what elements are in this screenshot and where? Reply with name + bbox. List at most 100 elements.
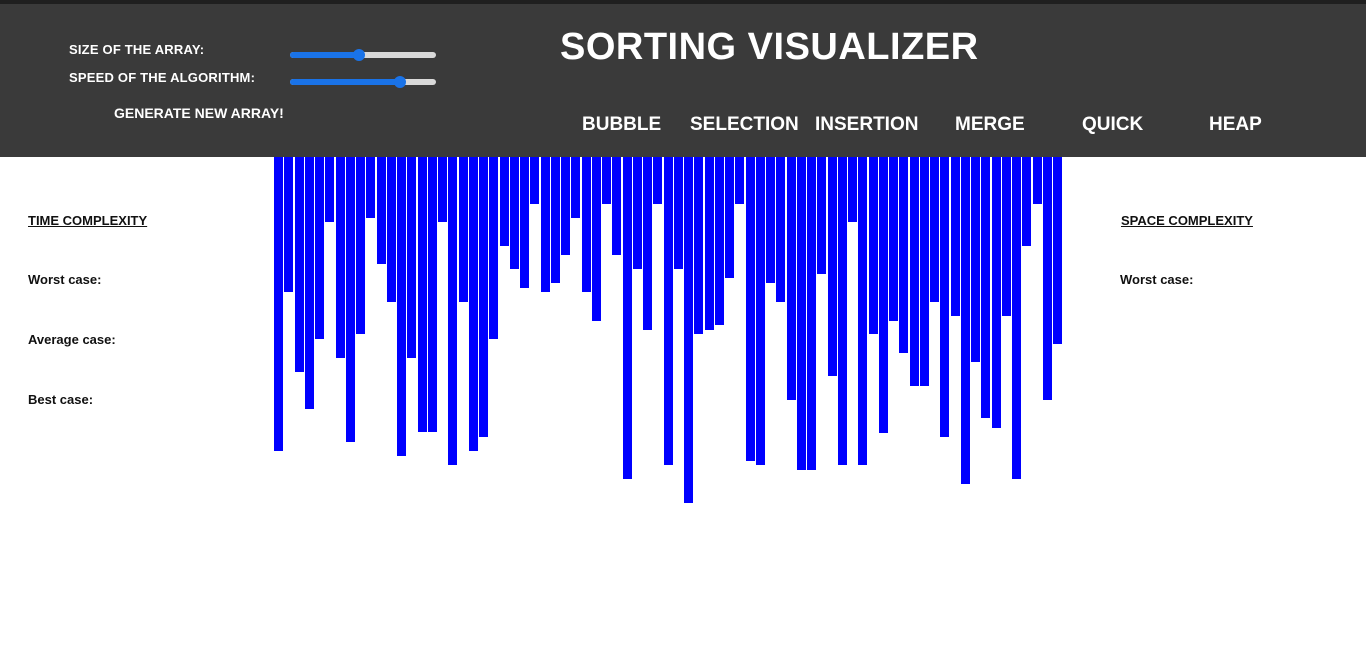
- array-bar: [838, 157, 847, 465]
- space-worst-case: Worst case:: [1120, 272, 1194, 287]
- array-bar: [582, 157, 591, 292]
- array-bar: [592, 157, 601, 321]
- array-bar: [766, 157, 775, 283]
- array-bar: [940, 157, 949, 437]
- time-best-case: Best case:: [28, 392, 94, 407]
- selection-sort-button[interactable]: SELECTION: [690, 114, 799, 135]
- array-bar: [571, 157, 580, 218]
- array-bar: [1043, 157, 1052, 400]
- array-bar: [346, 157, 355, 442]
- array-bar: [1053, 157, 1062, 344]
- array-bar: [500, 157, 509, 246]
- insertion-sort-button[interactable]: INSERTION: [815, 114, 919, 135]
- generate-array-button[interactable]: GENERATE NEW ARRAY!: [114, 105, 284, 121]
- array-bars-container: [0, 157, 1366, 557]
- array-bar: [889, 157, 898, 321]
- array-bar: [961, 157, 970, 484]
- array-bar: [869, 157, 878, 334]
- array-bar: [623, 157, 632, 479]
- array-bar: [459, 157, 468, 302]
- array-bar: [387, 157, 396, 302]
- array-bar: [325, 157, 334, 222]
- array-bar: [910, 157, 919, 386]
- array-bar: [551, 157, 560, 283]
- array-bar: [541, 157, 550, 292]
- array-bar: [284, 157, 293, 292]
- speed-slider[interactable]: [290, 76, 436, 88]
- time-worst-case: Worst case:: [28, 272, 102, 287]
- array-bar: [817, 157, 826, 274]
- array-bar: [735, 157, 744, 204]
- array-bar: [448, 157, 457, 465]
- array-bar: [397, 157, 406, 456]
- array-bar: [725, 157, 734, 278]
- array-bar: [438, 157, 447, 222]
- array-bar: [674, 157, 683, 269]
- array-bar: [797, 157, 806, 470]
- array-bar: [428, 157, 437, 432]
- array-bar: [530, 157, 539, 204]
- array-bar: [705, 157, 714, 330]
- array-bar: [776, 157, 785, 302]
- array-bar: [295, 157, 304, 372]
- array-bar: [1012, 157, 1021, 479]
- array-bar: [746, 157, 755, 461]
- array-bar: [694, 157, 703, 334]
- array-bar: [828, 157, 837, 376]
- array-bar: [1002, 157, 1011, 316]
- array-bar: [1033, 157, 1042, 204]
- array-bar: [879, 157, 888, 433]
- array-bar: [633, 157, 642, 269]
- array-bar: [664, 157, 673, 465]
- size-slider-fill: [290, 52, 359, 58]
- array-bar: [858, 157, 867, 465]
- merge-sort-button[interactable]: MERGE: [955, 114, 1025, 135]
- heap-sort-button[interactable]: HEAP: [1209, 114, 1262, 135]
- array-bar: [274, 157, 283, 451]
- size-slider[interactable]: [290, 49, 436, 61]
- speed-slider-handle[interactable]: [394, 76, 406, 88]
- array-bar: [653, 157, 662, 204]
- array-bar: [377, 157, 386, 264]
- size-slider-handle[interactable]: [353, 49, 365, 61]
- speed-label: SPEED OF THE ALGORITHM:: [69, 70, 256, 85]
- array-bar: [992, 157, 1001, 428]
- array-bar: [602, 157, 611, 204]
- array-bar: [510, 157, 519, 269]
- array-bar: [336, 157, 345, 358]
- app-title: SORTING VISUALIZER: [560, 26, 979, 68]
- array-bar: [981, 157, 990, 418]
- array-bar: [787, 157, 796, 400]
- window-top-border: [0, 0, 1366, 4]
- header-bar: SIZE OF THE ARRAY: SPEED OF THE ALGORITH…: [0, 4, 1366, 157]
- array-bar: [1022, 157, 1031, 246]
- array-bar: [366, 157, 375, 218]
- array-bar: [684, 157, 693, 503]
- array-bar: [951, 157, 960, 316]
- array-bar: [756, 157, 765, 465]
- time-complexity-heading: TIME COMPLEXITY: [28, 213, 148, 228]
- speed-slider-fill: [290, 79, 400, 85]
- array-bar: [920, 157, 929, 386]
- array-bar: [418, 157, 427, 432]
- array-bar: [520, 157, 529, 288]
- array-bar: [612, 157, 621, 255]
- array-bar: [479, 157, 488, 437]
- array-bar: [356, 157, 365, 334]
- array-bar: [489, 157, 498, 339]
- array-bar: [407, 157, 416, 358]
- quick-sort-button[interactable]: QUICK: [1082, 114, 1144, 135]
- bubble-sort-button[interactable]: BUBBLE: [582, 114, 662, 135]
- time-average-case: Average case:: [28, 332, 116, 347]
- space-complexity-heading: SPACE COMPLEXITY: [1121, 213, 1253, 228]
- array-bar: [807, 157, 816, 470]
- array-bar: [848, 157, 857, 222]
- array-bar: [305, 157, 314, 409]
- array-bar: [971, 157, 980, 362]
- array-bar: [643, 157, 652, 330]
- array-bar: [899, 157, 908, 353]
- size-label: SIZE OF THE ARRAY:: [69, 42, 205, 57]
- array-bar: [561, 157, 570, 255]
- array-bar: [315, 157, 324, 339]
- array-bar: [469, 157, 478, 451]
